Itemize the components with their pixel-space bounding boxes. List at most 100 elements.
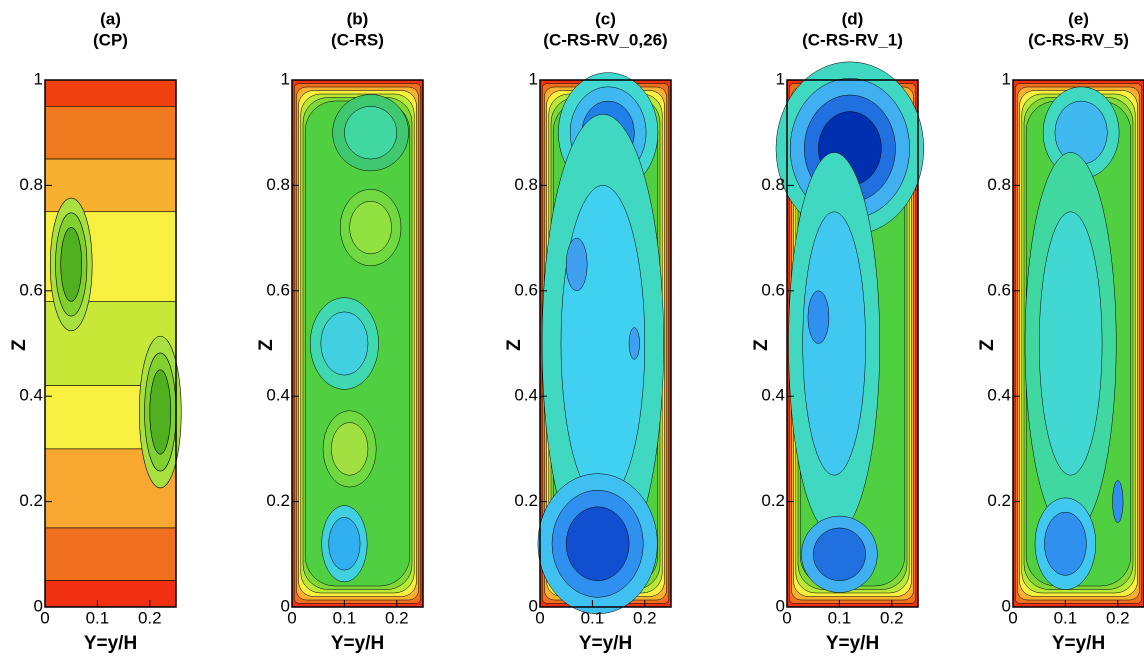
x-axis-label: Y=y/H [579, 633, 632, 654]
y-tick-label: 0.8 [266, 175, 290, 194]
plot-frame [539, 79, 672, 608]
x-tick-label: 0.2 [138, 608, 162, 627]
y-axis-label: Z [504, 339, 525, 351]
y-tick-label: 0 [1002, 596, 1011, 615]
x-tick-label: 0.1 [828, 608, 852, 627]
contour-field [44, 79, 182, 608]
panel-subtitle: (C-RS-RV_0,26) [543, 30, 667, 49]
x-tick-label: 0.2 [1106, 608, 1130, 627]
contour-level [565, 506, 630, 581]
contour-level [1038, 211, 1103, 476]
contour-level [149, 369, 172, 455]
y-tick-label: 0.4 [266, 386, 290, 405]
panel-title: (e) [1068, 9, 1089, 28]
y-tick-label: 0.8 [514, 175, 538, 194]
panel-subtitle: (C-RS) [331, 30, 384, 49]
panel: (c)(C-RS-RV_0,26)00.20.40.60.810 0.1 0.2Y=… [504, 9, 672, 654]
x-axis-label: Y=y/H [84, 633, 137, 654]
contour-band [44, 79, 177, 107]
y-tick-label: 0 [776, 596, 785, 615]
x-tick-label: 0 [287, 608, 296, 627]
contour-level [331, 422, 369, 476]
y-tick-label: 0.2 [266, 491, 290, 510]
panel-title: (b) [347, 9, 369, 28]
y-tick-label: 0 [529, 596, 538, 615]
y-tick-label: 0.4 [987, 386, 1011, 405]
y-tick-label: 0.2 [19, 491, 43, 510]
x-tick-label: 0.2 [880, 608, 904, 627]
y-tick-label: 1 [529, 69, 538, 88]
contour-level [802, 211, 866, 476]
y-tick-label: 0.6 [987, 280, 1011, 299]
panel: (a)(CP)00.20.40.60.810 0.1 0.2Y=y/HZ [9, 9, 182, 654]
panel: (b)(C-RS)00.20.40.60.810 0.1 0.2Y=y/HZ [256, 9, 424, 654]
y-tick-label: 1 [776, 69, 785, 88]
y-axis-label: Z [9, 339, 30, 351]
contour-level [1054, 100, 1108, 165]
plot-frame [44, 79, 177, 608]
x-axis-label: Y=y/H [826, 633, 879, 654]
panel: (e)(C-RS-RV_5)00.20.40.60.810 0.1 0.2Y=y/H… [977, 9, 1144, 654]
contour-band [44, 580, 177, 608]
contour-level [328, 517, 361, 571]
y-tick-label: 0.8 [19, 175, 43, 194]
x-tick-label: 0.1 [581, 608, 605, 627]
y-tick-label: 0.4 [19, 386, 43, 405]
y-tick-label: 1 [34, 69, 43, 88]
x-tick-label: 0.1 [86, 608, 110, 627]
contour-level [320, 311, 369, 376]
y-tick-label: 0.4 [761, 386, 785, 405]
contour-level [812, 527, 866, 581]
y-tick-label: 0 [34, 596, 43, 615]
contour-level [1044, 511, 1087, 576]
x-tick-label: 0 [40, 608, 49, 627]
panel-subtitle: (C-RS-RV_1) [802, 30, 903, 49]
panel-title: (a) [100, 9, 121, 28]
contour-level [1112, 480, 1124, 523]
contour-level [628, 327, 640, 360]
y-tick-label: 0.4 [514, 386, 538, 405]
x-tick-label: 0.2 [385, 608, 409, 627]
y-tick-label: 1 [281, 69, 290, 88]
x-tick-label: 0.1 [333, 608, 357, 627]
y-tick-label: 0.2 [761, 491, 785, 510]
contour-field [775, 61, 925, 608]
contour-level [565, 237, 588, 292]
panel-title: (c) [595, 9, 616, 28]
contour-band [44, 106, 177, 160]
x-tick-label: 0.2 [633, 608, 657, 627]
contour-level [344, 106, 398, 160]
plot-frame [786, 79, 919, 608]
y-tick-label: 0.6 [514, 280, 538, 299]
contour-level [60, 227, 82, 302]
x-axis-label: Y=y/H [1052, 633, 1105, 654]
plot-frame [1012, 79, 1144, 608]
plot-frame [291, 79, 424, 608]
y-tick-label: 0 [281, 596, 290, 615]
y-tick-label: 0.8 [761, 175, 785, 194]
y-tick-label: 0.2 [987, 491, 1011, 510]
contour-field [537, 72, 672, 615]
contour-level [807, 290, 830, 344]
panel-subtitle: (C-RS-RV_5) [1028, 30, 1129, 49]
x-tick-label: 0.1 [1054, 608, 1078, 627]
y-axis-label: Z [256, 339, 277, 351]
contour-level [349, 200, 392, 255]
contour-field [291, 79, 424, 608]
x-axis-label: Y=y/H [331, 633, 384, 654]
contour-field [1012, 79, 1144, 608]
panel-subtitle: (CP) [93, 30, 128, 49]
panel: (d)(C-RS-RV_1)00.20.40.60.810 0.1 0.2Y=y/H… [751, 9, 925, 654]
x-tick-label: 0 [535, 608, 544, 627]
y-tick-label: 0.6 [266, 280, 290, 299]
y-axis-label: Z [751, 339, 772, 351]
y-tick-label: 0.2 [514, 491, 538, 510]
x-tick-label: 0 [782, 608, 791, 627]
y-tick-label: 0.6 [761, 280, 785, 299]
x-tick-label: 0 [1008, 608, 1017, 627]
contour-band [44, 527, 177, 581]
y-axis-label: Z [977, 339, 998, 351]
panel-title: (d) [842, 9, 864, 28]
y-tick-label: 0.6 [19, 280, 43, 299]
